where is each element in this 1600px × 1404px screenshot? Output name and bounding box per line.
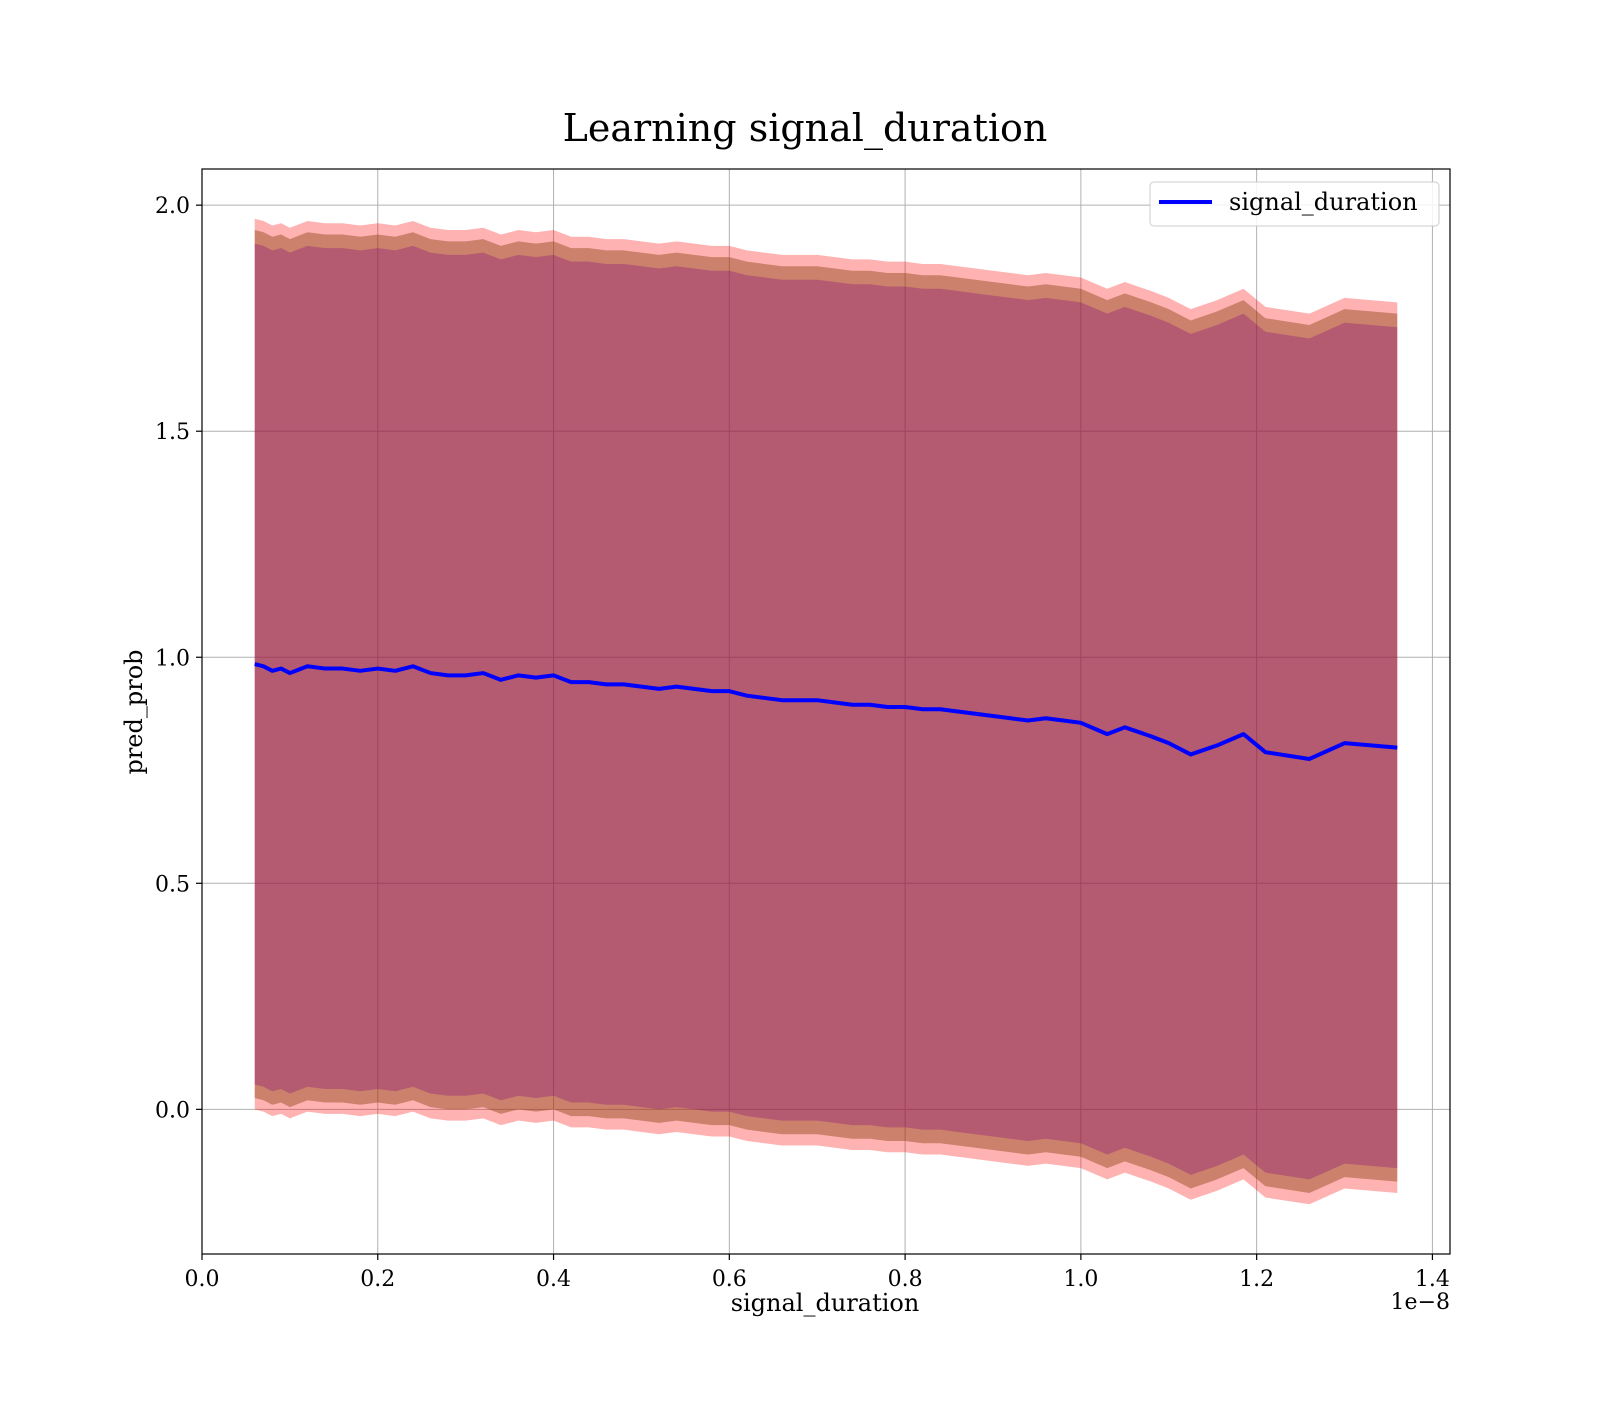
x-axis-label: signal_duration <box>731 1289 920 1317</box>
series-line-signal-duration <box>254 662 1398 761</box>
y-tick-label: 0.0 <box>155 1098 190 1123</box>
x-tick-layer: 0.0 0.2 0.4 0.6 0.8 1.0 1.2 1.4 <box>185 1254 1450 1292</box>
grid-layer <box>201 169 1450 1254</box>
confidence-band <box>254 243 1398 1180</box>
x-tick-label: 1.0 <box>1063 1267 1098 1292</box>
legend: signal_duration <box>1149 181 1440 227</box>
y-tick-layer: 0.0 0.5 1.0 1.5 2.0 <box>155 194 202 1123</box>
chart-title: Learning signal_duration <box>563 106 1048 151</box>
band-layer <box>254 218 1398 1205</box>
line-layer <box>254 662 1398 761</box>
y-tick-label: 2.0 <box>155 194 190 219</box>
y-axis-label: pred_prob <box>120 649 148 774</box>
x-tick-label: 1.4 <box>1415 1267 1450 1292</box>
plot-frame <box>201 168 1451 1255</box>
x-tick-label: 0.8 <box>888 1267 923 1292</box>
confidence-band <box>254 218 1398 1205</box>
x-axis-offset-label: 1e−8 <box>1391 1290 1450 1315</box>
y-tick-label: 1.5 <box>155 420 190 445</box>
legend-entry-signal-duration: signal_duration <box>1229 188 1418 216</box>
x-tick-label: 0.4 <box>536 1267 571 1292</box>
x-tick-label: 0.0 <box>185 1267 220 1292</box>
x-tick-label: 0.2 <box>360 1267 395 1292</box>
x-tick-label: 1.2 <box>1239 1267 1274 1292</box>
legend-box <box>1149 181 1440 227</box>
confidence-band <box>254 230 1398 1193</box>
y-tick-label: 1.0 <box>155 646 190 671</box>
x-tick-label: 0.6 <box>712 1267 747 1292</box>
y-tick-label: 0.5 <box>155 872 190 897</box>
